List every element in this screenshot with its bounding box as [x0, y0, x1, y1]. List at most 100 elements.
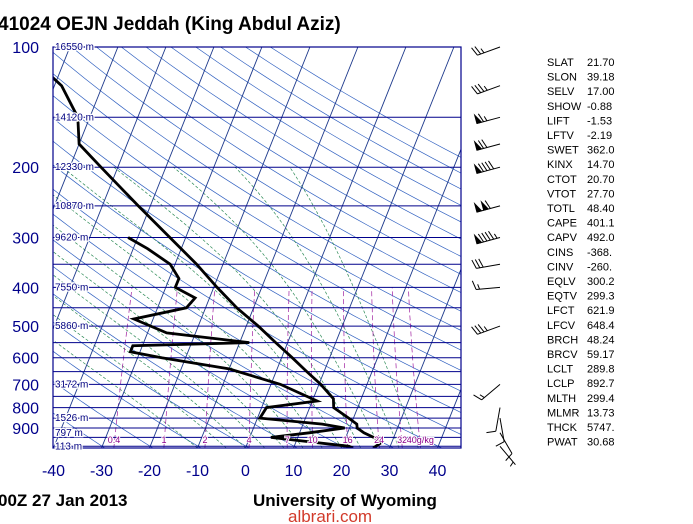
barb-flag [477, 233, 484, 243]
barb-half-flag [483, 116, 488, 122]
dry-adiabat [170, 47, 461, 223]
wind-barbs [471, 46, 516, 467]
height-label: 1526 m [55, 413, 88, 424]
temperature-tick-label: 20 [333, 463, 351, 480]
mixing-ratio-label: 10 [308, 435, 318, 445]
moist-adiabat [53, 295, 246, 448]
index-name-mlmr: MLMR [547, 407, 579, 419]
wind-barb [473, 160, 501, 174]
pressure-tick-label: 300 [12, 231, 39, 248]
index-value-brcv: 59.17 [587, 349, 615, 361]
wind-barb [473, 230, 501, 245]
barb-half-flag [479, 394, 485, 399]
barb-flag [471, 280, 477, 290]
moist-adiabat [53, 274, 265, 448]
height-label: 3172 m [55, 379, 88, 390]
isotherm [149, 47, 311, 448]
height-label: 14120 m [55, 112, 94, 123]
pressure-tick-label: 400 [12, 280, 39, 297]
index-value-lift: -1.53 [587, 115, 612, 127]
index-value-eqlv: 300.2 [587, 276, 615, 288]
mixing-ratio-label: 1 [161, 435, 166, 445]
pressure-tick-label: 500 [12, 319, 39, 336]
index-name-lftv: LFTV [547, 130, 575, 142]
index-value-brch: 48.24 [587, 334, 615, 346]
isotherm [197, 47, 359, 448]
index-value-mlth: 299.4 [587, 393, 615, 405]
barb-staff [477, 325, 501, 335]
barb-half-flag [483, 85, 488, 91]
barb-flag [474, 46, 482, 55]
dry-adiabat [53, 381, 154, 448]
temperature-axis: -40 -30 -20 -10 0 10 20 30 40 [42, 463, 447, 480]
barb-flag [474, 84, 482, 94]
index-value-slon: 39.18 [587, 72, 615, 84]
index-value-totl: 48.40 [587, 203, 615, 215]
mixing-ratio-label: 40g/kg [407, 435, 434, 445]
wind-barb [473, 384, 501, 401]
mixing-ratio-label: 16 [343, 435, 353, 445]
dry-adiabat [53, 73, 461, 331]
index-value-kinx: 14.70 [587, 159, 615, 171]
pressure-tick-label: 900 [12, 421, 39, 438]
index-name-kinx: KINX [547, 159, 573, 171]
barb-pennant [480, 200, 490, 211]
dry-adiabat [53, 321, 250, 448]
moist-adiabat [234, 166, 400, 448]
barb-staff [476, 263, 501, 269]
dry-adiabat [96, 47, 461, 275]
barb-pennant [473, 163, 483, 174]
mixing-ratio-line [343, 287, 349, 448]
dry-adiabat [53, 350, 202, 448]
barb-flag [471, 47, 478, 56]
height-label: 5860 m [55, 321, 88, 332]
index-value-thck: 5747. [587, 422, 615, 434]
mixing-ratio-label: 7 [285, 435, 290, 445]
index-value-cinv: -260. [587, 261, 612, 273]
barb-flag [488, 230, 495, 240]
isotherm [53, 47, 119, 211]
mixing-ratio-line [391, 287, 403, 448]
barb-flag [481, 139, 488, 148]
barb-flag [481, 232, 488, 242]
barb-flag [474, 259, 481, 269]
dry-adiabat [71, 47, 461, 293]
isotherm [389, 268, 461, 448]
height-label: 12330 m [55, 162, 94, 173]
barb-flag [484, 161, 491, 171]
index-value-selv: 17.00 [587, 86, 615, 98]
index-name-ctot: CTOT [547, 174, 577, 186]
moist-adiabat [53, 224, 304, 448]
barb-pennant [473, 113, 483, 125]
barb-half-flag [483, 326, 488, 331]
barb-flag [471, 259, 477, 269]
mixing-ratio-label: 2 [202, 435, 207, 445]
index-value-capv: 492.0 [587, 232, 615, 244]
index-name-cinv: CINV [547, 261, 574, 273]
mixing-ratio-line [204, 287, 216, 448]
index-value-mlmr: 13.73 [587, 407, 615, 419]
index-name-eqlv: EQLV [547, 276, 576, 288]
pressure-tick-label: 700 [12, 377, 39, 394]
index-name-lfct: LFCT [547, 305, 575, 317]
barb-staff [481, 384, 501, 401]
index-name-totl: TOTL [547, 203, 575, 215]
index-name-brcv: BRCV [547, 349, 578, 361]
index-name-swet: SWET [547, 145, 579, 157]
height-label: 10870 m [55, 201, 94, 212]
dry-adiabat [245, 47, 461, 174]
dry-adiabat [53, 117, 461, 371]
dry-adiabat [53, 164, 461, 413]
mixing-ratio-line [371, 287, 380, 448]
index-value-vtot: 27.70 [587, 188, 615, 200]
barb-half-flag [509, 461, 514, 467]
index-value-eqtv: 299.3 [587, 291, 615, 303]
mixing-ratio-line [311, 287, 314, 448]
index-value-cape: 401.1 [587, 218, 615, 230]
mixing-ratio-label: 0.4 [108, 435, 121, 445]
index-name-capv: CAPV [547, 232, 578, 244]
index-name-mlth: MLTH [547, 393, 576, 405]
barb-flag [477, 83, 485, 92]
isotherm [53, 47, 167, 331]
